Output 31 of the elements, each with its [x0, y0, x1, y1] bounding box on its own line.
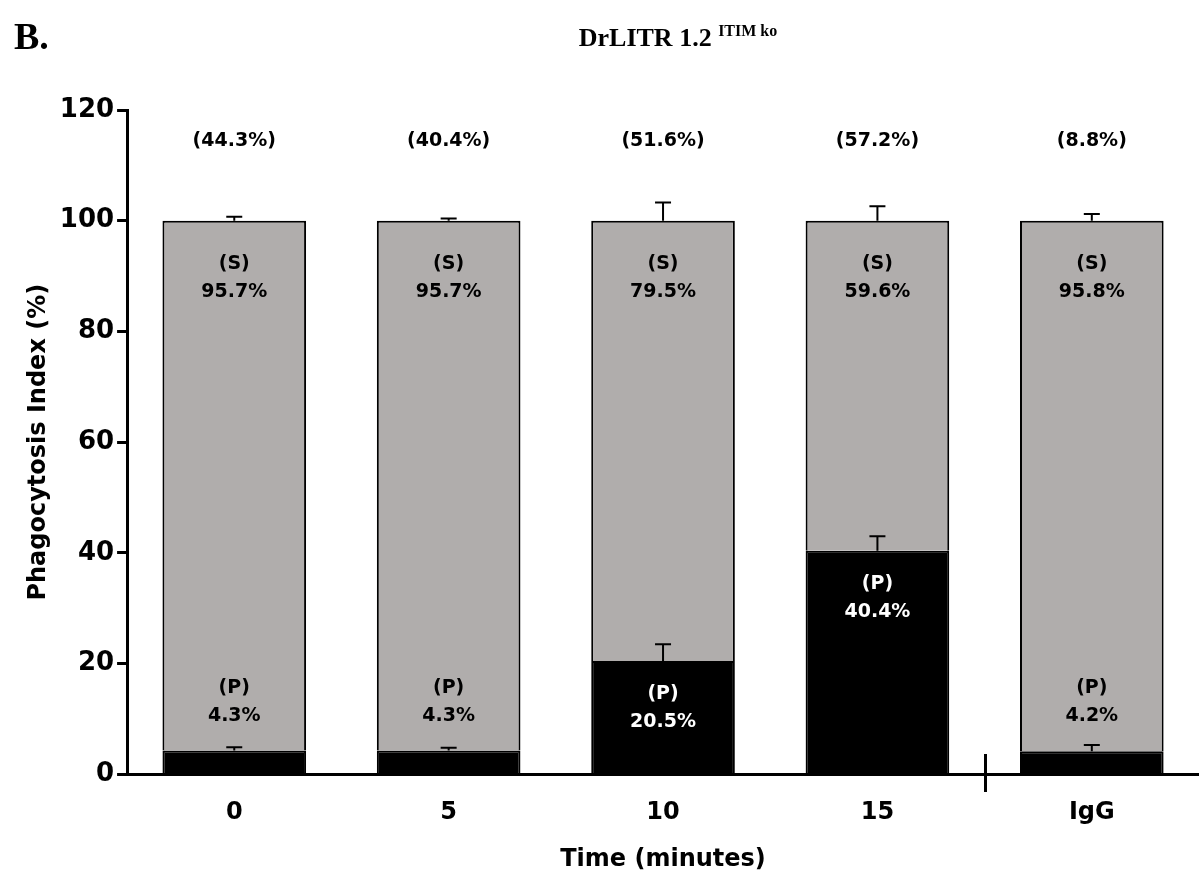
data-label: (P) 40.4% — [844, 570, 911, 621]
data-label: (S) 79.5% — [630, 250, 696, 301]
y-tick-label: 60 — [77, 424, 115, 455]
y-tick-label: 100 — [59, 203, 115, 234]
annotation: (44.3%) — [192, 128, 276, 150]
y-tick-label: 80 — [77, 314, 115, 345]
data-label: (S) 59.6% — [844, 250, 911, 301]
x-tick-label: 5 — [440, 797, 457, 826]
y-tick-label: 20 — [77, 646, 115, 677]
data-label: (P) 4.3% — [207, 674, 261, 725]
annotation: (8.8%) — [1056, 128, 1127, 150]
y-tick-label: 40 — [77, 535, 115, 566]
data-label: (P) 20.5% — [630, 680, 696, 731]
data-label: (S) 95.8% — [1058, 250, 1125, 301]
x-tick-label: 15 — [860, 797, 895, 826]
data-label: (S) 95.7% — [415, 250, 482, 301]
annotation: (40.4%) — [407, 128, 491, 150]
x-axis-title: Time (minutes) — [560, 843, 766, 872]
y-tick-label: 120 — [59, 92, 115, 123]
x-tick-label: 10 — [646, 797, 680, 826]
annotation: (57.2%) — [835, 128, 920, 150]
annotation: (51.6%) — [621, 128, 705, 150]
x-tick-label: IgG — [1068, 797, 1115, 826]
data-label: (P) 4.3% — [422, 674, 475, 725]
y-tick-label: 0 — [95, 757, 115, 788]
data-label: (P) 4.2% — [1065, 675, 1119, 726]
chart-title: DrLITR 1.2 $^{ITIM ko}$ — [577, 22, 779, 53]
data-label: (S) 95.7% — [201, 250, 268, 301]
text: B. — [14, 14, 49, 58]
y-axis-title: Phagocytosis Index (%) — [22, 283, 51, 601]
x-tick-label: 0 — [225, 797, 243, 826]
